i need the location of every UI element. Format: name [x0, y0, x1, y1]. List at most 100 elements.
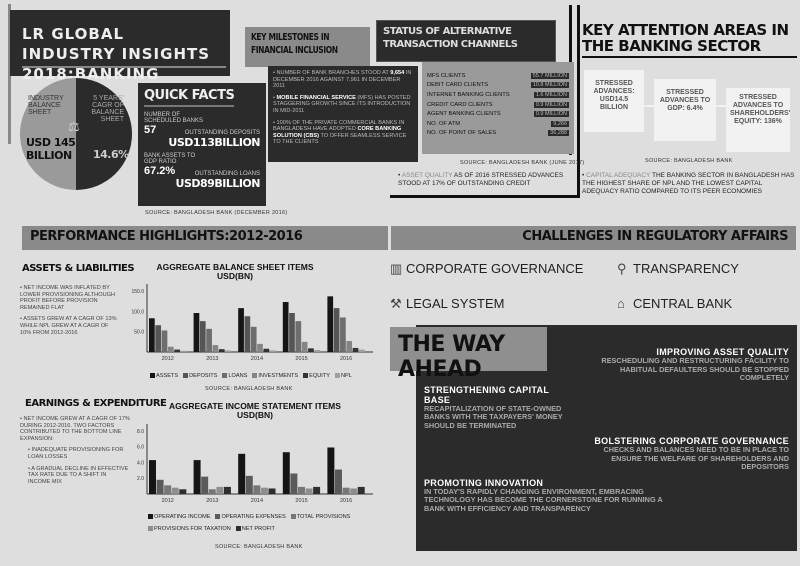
- performance-banner: PERFORMANCE HIGHLIGHTS:2012-2016: [22, 226, 388, 250]
- bar: [308, 348, 314, 352]
- balance-chart-source: SOURCE: BANGLADESH BANK: [205, 386, 293, 392]
- legend-item: TOTAL PROVISIONS: [290, 514, 350, 520]
- bar: [149, 460, 156, 494]
- banks-value: 57: [144, 124, 157, 136]
- bar: [156, 479, 164, 494]
- legend-swatch: [215, 514, 221, 519]
- stressed-gdp-box: STRESSED ADVANCES TO GDP: 6.4%: [654, 79, 716, 141]
- legend-swatch: [150, 373, 155, 378]
- list-item: • A GRADUAL DECLINE IN EFFECTIVE TAX RAT…: [28, 465, 129, 485]
- bar: [180, 350, 187, 352]
- key-attention-source: SOURCE: BANGLADESH BANK: [645, 158, 733, 164]
- challenge-corporate-governance: ▥ CORPORATE GOVERNANCE: [390, 261, 584, 276]
- x-tick-label: 2013: [206, 356, 218, 362]
- legend-swatch: [290, 514, 296, 519]
- legend-item: OPERATING EXPENSES: [215, 514, 286, 520]
- bar: [357, 486, 365, 494]
- magnifier-icon: ⚲: [617, 261, 627, 276]
- channel-row: MFS CLIENTS 55.7 MILLION: [427, 71, 569, 81]
- bar: [216, 486, 224, 494]
- bar: [149, 318, 155, 352]
- assets-heading: ASSETS & LIABILITIES: [22, 263, 135, 274]
- key-attention-heading: KEY ATTENTION AREAS IN THE BANKING SECTO…: [582, 22, 797, 58]
- bar: [301, 341, 308, 352]
- legend-swatch: [303, 373, 309, 378]
- milestones-heading: KEY MILESTONES IN FINANCIAL INCLUSION: [245, 27, 370, 67]
- legend-item: PROVISIONS FOR TAXATION: [148, 526, 231, 532]
- factory-icon: ▥: [390, 261, 403, 276]
- bar: [223, 486, 231, 494]
- y-tick-label: 8.0: [137, 429, 144, 435]
- legend-swatch: [183, 373, 189, 378]
- channel-label: INTERNET BANKING CLIENTS: [427, 91, 510, 98]
- channel-label: MFS CLIENTS: [427, 72, 466, 79]
- legend-item: EQUITY: [303, 373, 330, 379]
- bar: [250, 326, 257, 352]
- channel-row: INTERNET BANKING CLIENTS 1.6 MILLION: [427, 90, 569, 100]
- pie-left-value: USD 145 BILLION: [26, 136, 76, 162]
- bar: [253, 485, 261, 494]
- bar: [346, 341, 353, 352]
- way-ahead-item: BOLSTERING CORPORATE GOVERNANCE CHECKS AN…: [594, 436, 789, 471]
- asset-quality-note: • ASSET QUALITY AS OF 2016 STRESSED ADVA…: [398, 172, 564, 187]
- way-ahead-heading: THE WAY AHEAD: [390, 327, 547, 382]
- list-item: • NUMBER OF BANK BRANCHES STOOD AT 9,654…: [273, 70, 412, 90]
- challenges-banner: CHALLENGES IN REGULATORY AFFAIRS: [391, 226, 796, 250]
- channel-value: 36,288: [548, 130, 569, 137]
- bar: [199, 321, 206, 352]
- balance-chart-title: AGGREGATE BALANCE SHEET ITEMS USD(BN): [156, 262, 314, 281]
- legend-item: DEPOSITS: [183, 373, 217, 379]
- bar: [193, 313, 200, 352]
- milestones-list: • NUMBER OF BANK BRANCHES STOOD AT 9,654…: [268, 66, 418, 162]
- x-tick-label: 2013: [206, 498, 218, 504]
- banks-label: NUMBER OF SCHEDULED BANKS: [144, 112, 204, 124]
- bar: [327, 296, 334, 352]
- bar: [333, 308, 340, 352]
- channel-row: NO. OF ATM 9,266: [427, 119, 569, 129]
- scale-icon: ⚖: [68, 119, 80, 134]
- channel-label: AGENT BANKING CLIENTS: [427, 111, 501, 118]
- y-tick-label: 4.0: [137, 460, 144, 466]
- way-ahead-item: IMPROVING ASSET QUALITY RESCHEDULING AND …: [601, 347, 789, 382]
- channel-value: 9,266: [551, 120, 569, 127]
- branch-count: 9,654: [390, 70, 405, 76]
- channel-label: NO. OF POINT OF SALES: [427, 130, 497, 137]
- bar: [174, 349, 180, 352]
- loans-label: OUTSTANDING LOANS: [194, 171, 260, 177]
- x-tick-label: 2015: [295, 498, 307, 504]
- legend-swatch: [148, 514, 153, 519]
- income-chart-legend: OPERATING INCOME OPERATING EXPENSES TOTAL …: [148, 514, 388, 532]
- balance-chart-legend: ASSETS DEPOSITS LOANS INVESTMENTS EQUITY NPL: [150, 373, 390, 379]
- channel-row: CREDIT CARD CLIENTS 0.9 MILLION: [427, 100, 569, 110]
- x-tick-label: 2016: [340, 356, 352, 362]
- bar: [313, 486, 321, 494]
- channel-label: NO. OF ATM: [427, 120, 461, 127]
- legend-item: INVESTMENTS: [252, 373, 298, 379]
- list-item: • ASSETS GREW AT A CAGR OF 13% WHILE NPL…: [20, 316, 117, 336]
- bar: [282, 302, 289, 352]
- x-tick-label: 2012: [162, 356, 174, 362]
- x-tick-label: 2014: [251, 356, 263, 362]
- channel-value: 0.9 MILLION: [533, 111, 569, 118]
- bar: [295, 321, 302, 352]
- bar: [282, 452, 290, 494]
- challenge-central-bank: ⌂ CENTRAL BANK: [617, 296, 733, 311]
- y-tick-label: 2.0: [137, 476, 144, 482]
- bar: [171, 487, 179, 494]
- bar: [238, 453, 246, 494]
- legend-item: ASSETS: [150, 373, 178, 379]
- bar: [268, 488, 276, 494]
- way-ahead-item: PROMOTING INNOVATION IN TODAY'S RAPIDLY C…: [424, 477, 663, 513]
- y-tick-label: 100.0: [131, 309, 144, 315]
- channel-value: 0.9 MILLION: [533, 101, 569, 108]
- page-title: LR GLOBAL INDUSTRY INSIGHTS 2018:BANKING: [10, 10, 230, 83]
- bar: [218, 349, 225, 352]
- bar: [244, 316, 251, 352]
- y-tick-label: 6.0: [137, 445, 144, 451]
- x-tick-label: 2016: [340, 498, 352, 504]
- capital-adequacy-note: • CAPITAL ADEQUACY THE BANKING SECTOR IN…: [582, 172, 795, 195]
- bar: [340, 317, 346, 352]
- income-chart-source: SOURCE: BANGLADESH BANK: [215, 544, 303, 550]
- bar: [290, 473, 298, 494]
- bar: [305, 488, 313, 494]
